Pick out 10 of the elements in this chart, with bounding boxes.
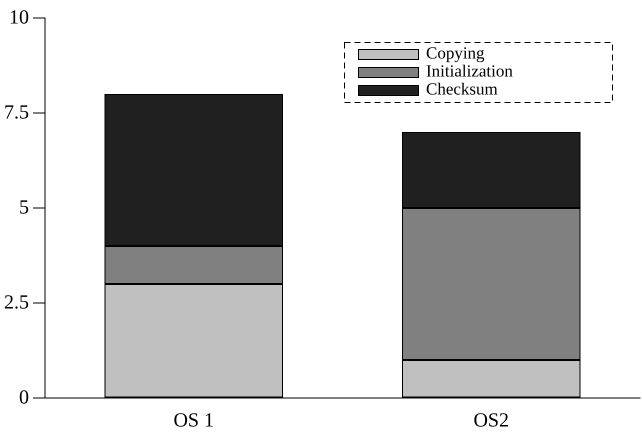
y-tick-label: 7.5: [4, 101, 29, 124]
y-tick-label: 2.5: [4, 291, 29, 314]
y-tick-label: 5: [19, 196, 29, 218]
legend-label: Checksum: [426, 79, 498, 98]
legend-label: Initialization: [426, 61, 514, 80]
x-tick-label: OS2: [473, 409, 510, 432]
y-tick-label: 0: [19, 386, 29, 408]
y-tick-label: 10: [9, 6, 29, 28]
x-tick-label: OS 1: [173, 409, 214, 432]
legend-label: Copying: [426, 43, 486, 62]
